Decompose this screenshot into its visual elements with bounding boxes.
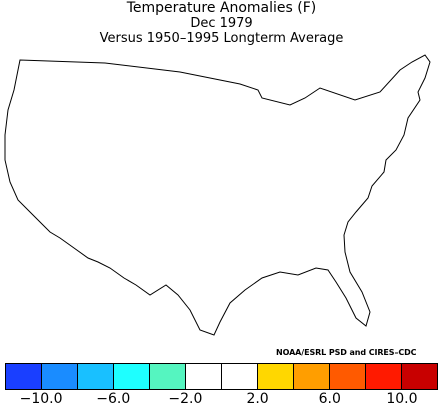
title-block: Temperature Anomalies (F) Dec 1979 Versu… bbox=[0, 0, 443, 46]
map-baseline: Versus 1950–1995 Longterm Average bbox=[99, 31, 344, 46]
us-border bbox=[4, 54, 431, 336]
legend-tick-label: −2.0 bbox=[168, 391, 203, 407]
legend-swatch-6 bbox=[222, 363, 258, 390]
legend-swatch-1 bbox=[42, 363, 78, 390]
legend-swatch-10 bbox=[366, 363, 402, 390]
legend-swatch-4 bbox=[150, 363, 186, 390]
map-date: Dec 1979 bbox=[190, 16, 253, 31]
legend-tick-label: −6.0 bbox=[96, 391, 131, 407]
legend-swatch-0 bbox=[5, 363, 42, 390]
color-legend bbox=[5, 363, 438, 390]
legend-swatch-9 bbox=[330, 363, 366, 390]
legend-swatch-2 bbox=[78, 363, 114, 390]
map-title: Temperature Anomalies (F) bbox=[126, 0, 317, 16]
legend-tick-label: −10.0 bbox=[19, 391, 63, 407]
legend-tick-label: 2.0 bbox=[246, 391, 269, 407]
legend-tick-labels: −10.0 −6.0 −2.0 2.0 6.0 10.0 bbox=[0, 390, 443, 409]
legend-swatch-3 bbox=[114, 363, 150, 390]
legend-swatch-11 bbox=[402, 363, 438, 390]
legend-tick-label: 6.0 bbox=[318, 391, 341, 407]
legend-swatch-7 bbox=[258, 363, 294, 390]
legend-tick-label: 10.0 bbox=[386, 391, 418, 407]
legend-swatch-8 bbox=[294, 363, 330, 390]
legend-swatch-5 bbox=[186, 363, 222, 390]
data-credit: NOAA/ESRL PSD and CIRES–CDC bbox=[276, 348, 417, 357]
